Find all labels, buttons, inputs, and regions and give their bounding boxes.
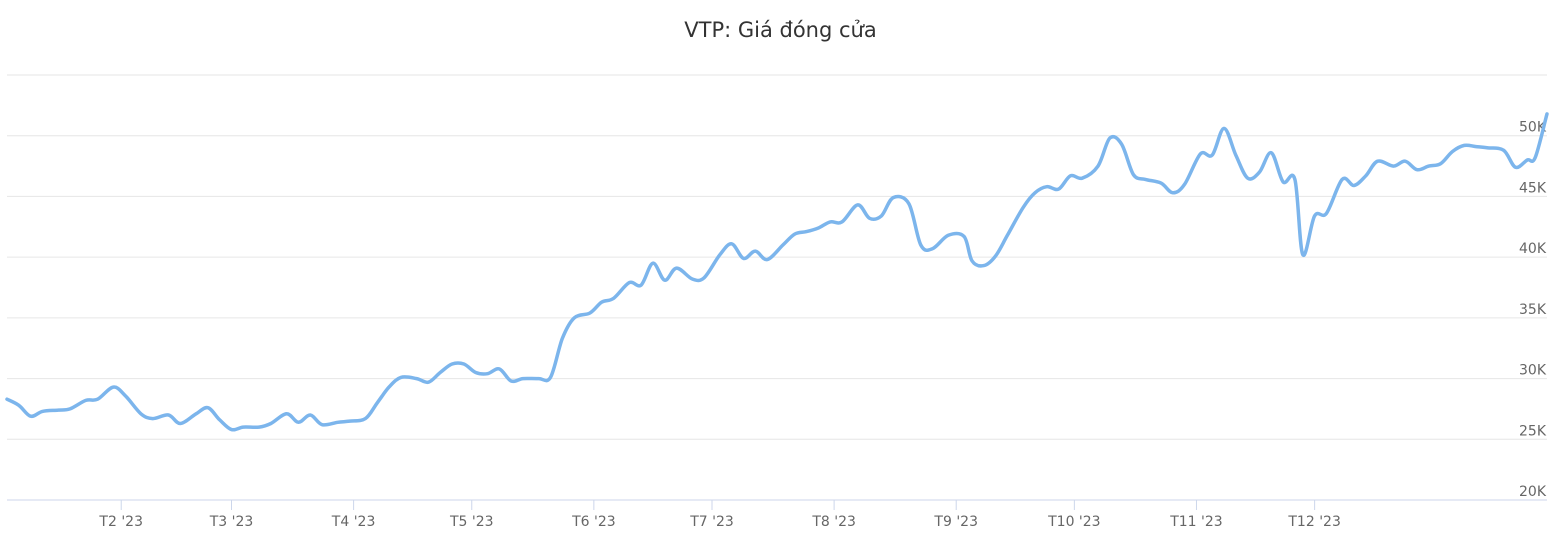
series-layer [5,112,1549,432]
y-tick-label: 50K [1519,120,1547,136]
x-tick-label: T5 '23 [449,514,494,530]
y-tick-label: 25K [1519,423,1547,439]
chart-title: VTP: Giá đóng cửa [684,18,877,42]
y-tick-label: 20K [1519,484,1547,500]
x-tick-label: T3 '23 [209,514,254,530]
x-tick-label: T7 '23 [689,514,734,530]
y-tick-label: 45K [1519,180,1547,196]
x-tick-label: T2 '23 [98,514,143,530]
y-tick-label: 30K [1519,363,1547,379]
y-tick-label: 35K [1519,302,1547,318]
x-tick-label: T12 '23 [1287,514,1340,530]
x-tick-label: T8 '23 [811,514,856,530]
y-axis: 20K 25K 30K 35K 40K 45K 50K [1519,120,1547,500]
x-tick-label: T10 '23 [1047,514,1100,530]
series-line[interactable] [5,112,1549,432]
grid-lines [7,74,1547,440]
x-axis: T2 '23 T3 '23 T4 '23 T5 '23 T6 '23 T7 '23 T8 '… [7,499,1547,530]
x-tick-label: T9 '23 [933,514,978,530]
x-tick-label: T6 '23 [571,514,616,530]
x-tick-label: T4 '23 [331,514,376,530]
x-tick-label: T11 '23 [1169,514,1222,530]
y-tick-label: 40K [1519,241,1547,257]
